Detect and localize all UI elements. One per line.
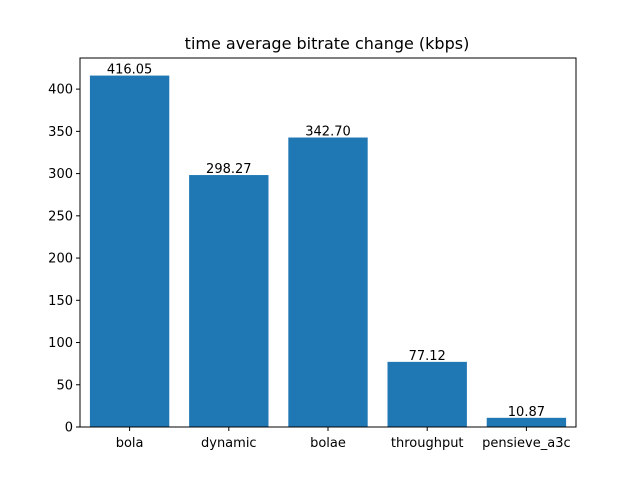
- x-tick-label-bola: bola: [116, 436, 144, 451]
- y-tick-label-400: 400: [48, 83, 73, 98]
- x-axis: bola dynamic bolae throughput pensieve_a3c: [116, 427, 571, 451]
- y-tick-label-50: 50: [56, 378, 73, 393]
- y-tick-label-250: 250: [48, 209, 73, 224]
- x-tick-label-throughput: throughput: [391, 436, 464, 451]
- y-tick-label-150: 150: [48, 294, 73, 309]
- y-tick-label-350: 350: [48, 125, 73, 140]
- plot-frame: [79, 57, 577, 428]
- data-labels-group: 416.05 298.27 342.70 77.12 10.87: [107, 63, 545, 420]
- bar-throughput: [387, 361, 467, 427]
- y-tick-label-300: 300: [48, 167, 73, 182]
- bar-dynamic: [189, 175, 269, 427]
- bar-bola: [89, 75, 170, 427]
- x-tick-label-bolae: bolae: [310, 436, 346, 451]
- y-tick-label-0: 0: [65, 421, 73, 436]
- x-tick-label-dynamic: dynamic: [201, 436, 257, 451]
- data-label-pensieve_a3c: 10.87: [508, 405, 545, 420]
- y-axis: 0 50 100 150 200 250 300 350 400: [48, 83, 80, 436]
- y-tick-label-200: 200: [48, 252, 73, 267]
- data-label-throughput: 77.12: [409, 349, 446, 364]
- data-label-dynamic: 298.27: [206, 162, 252, 177]
- bar-bolae: [288, 137, 368, 427]
- bars-group: [89, 75, 567, 427]
- x-tick-label-pensieve_a3c: pensieve_a3c: [482, 436, 570, 451]
- data-label-bolae: 342.70: [305, 125, 351, 140]
- data-label-bola: 416.05: [107, 63, 153, 78]
- y-tick-label-100: 100: [48, 336, 73, 351]
- chart-title: time average bitrate change (kbps): [185, 34, 470, 53]
- bar-pensieve_a3c: [486, 417, 567, 427]
